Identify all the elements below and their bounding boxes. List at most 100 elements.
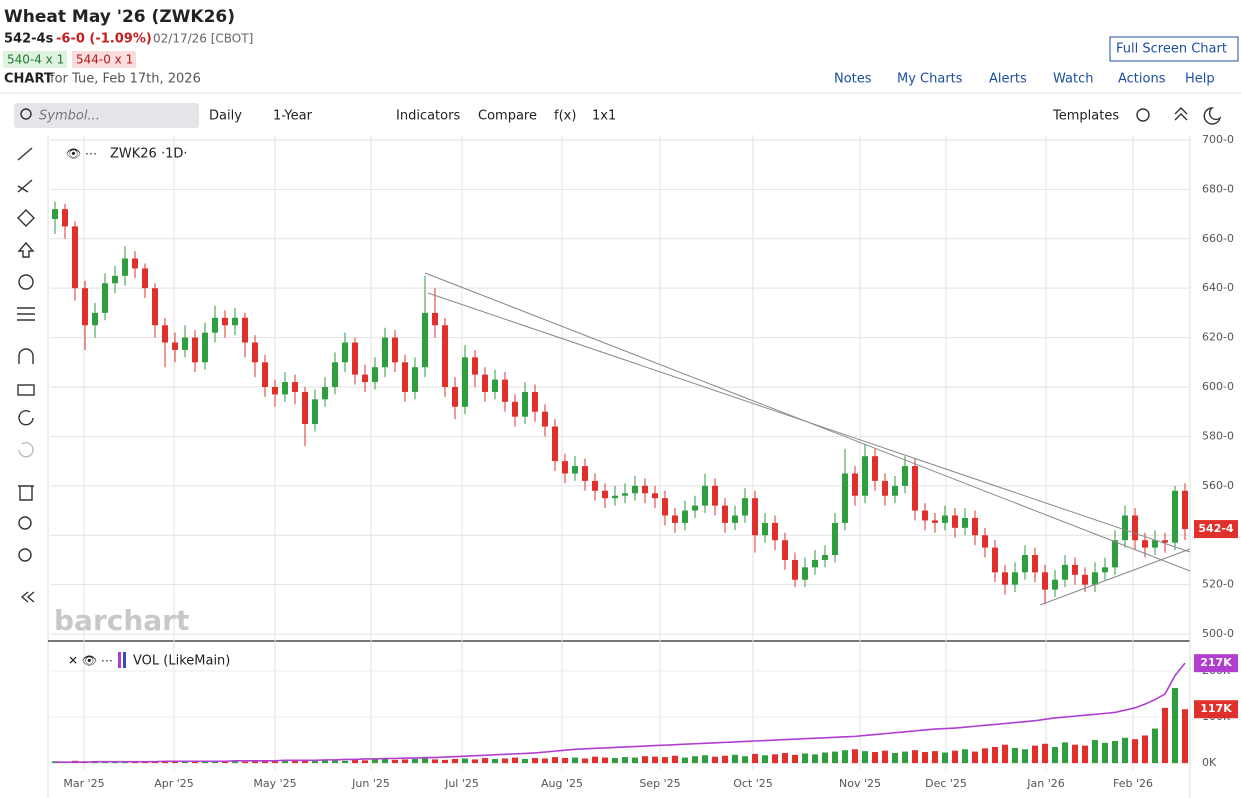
full-screen-button[interactable]	[1109, 36, 1239, 62]
nav-link[interactable]: Notes	[834, 72, 872, 87]
tool-arrow[interactable]	[17, 241, 35, 258]
volume-bar	[502, 758, 508, 764]
volume-bar	[1032, 745, 1038, 764]
full-screen-text[interactable]: Full Screen Chart	[1116, 42, 1227, 57]
nav-link[interactable]: Help	[1185, 72, 1215, 87]
candle-body	[982, 535, 988, 548]
tool-undo[interactable]	[18, 410, 34, 426]
volume-bar	[1002, 744, 1008, 764]
volume-bar	[542, 758, 548, 764]
toolbar-item[interactable]: Compare	[478, 109, 537, 124]
volume-bar	[792, 754, 798, 764]
candle-body	[222, 317, 228, 326]
volume-bar	[422, 757, 428, 764]
symbol-placeholder[interactable]: Symbol...	[39, 109, 100, 124]
volume-bar	[902, 751, 908, 764]
candle-body	[1142, 540, 1148, 548]
volume-bar	[532, 758, 538, 764]
candle-body	[492, 379, 498, 392]
candle-body	[192, 337, 198, 363]
volume-bar	[892, 752, 898, 764]
tool-collapse[interactable]	[20, 591, 35, 603]
volume-bar	[442, 759, 448, 764]
y-tick-label: 520-0	[1202, 578, 1234, 591]
volume-bar	[172, 761, 178, 764]
candle-body	[892, 485, 898, 496]
tool-delete[interactable]	[18, 485, 34, 501]
volume-bar	[932, 751, 938, 764]
tool-zoom-out[interactable]	[18, 548, 32, 562]
vol-legend-swatch	[123, 652, 126, 668]
volume-bar	[392, 759, 398, 764]
tool-note[interactable]	[18, 274, 34, 290]
volume-bar	[192, 761, 198, 764]
tool-zoom-in[interactable]	[18, 516, 32, 530]
volume-bar	[332, 760, 338, 764]
symbol-search[interactable]	[14, 103, 199, 128]
toolbar-item[interactable]: 1x1	[592, 109, 616, 124]
volume-bar	[512, 757, 518, 764]
candle-body	[182, 337, 188, 350]
nav-link[interactable]: Watch	[1053, 72, 1093, 87]
legend-icons[interactable]: 👁 ⋯	[66, 147, 97, 161]
volume-bar	[862, 751, 868, 764]
candle-body	[122, 258, 128, 276]
candle-body	[362, 374, 368, 383]
tool-fib[interactable]	[17, 179, 33, 193]
templates[interactable]: Templates	[1052, 109, 1119, 124]
tool-lock[interactable]	[17, 384, 35, 396]
volume-bar	[1082, 745, 1088, 764]
candle-body	[602, 490, 608, 499]
candle-body	[682, 510, 688, 523]
candle-body	[82, 288, 88, 326]
volume-bar	[622, 757, 628, 764]
tool-shape[interactable]	[17, 209, 35, 227]
toolbar-item[interactable]: f(x)	[554, 109, 576, 124]
volume-bar	[282, 760, 288, 764]
volume-bar	[1072, 744, 1078, 764]
settings-icon[interactable]	[1136, 108, 1150, 122]
legend-icons[interactable]: ✕ 👁 ⋯	[68, 654, 113, 668]
toolbar-item[interactable]: Daily	[209, 109, 242, 124]
volume-bar	[472, 759, 478, 764]
volume-bar	[252, 760, 258, 764]
volume-bar	[1172, 688, 1178, 764]
nav-link[interactable]: My Charts	[897, 72, 963, 87]
candle-body	[552, 426, 558, 462]
nav-link[interactable]: Actions	[1118, 72, 1166, 87]
candle-body	[72, 226, 78, 289]
volume-bar	[712, 756, 718, 764]
collapse-icon[interactable]	[1174, 107, 1188, 121]
volume-bar	[602, 757, 608, 764]
toolbar-item[interactable]: 1-Year	[273, 109, 313, 124]
candle-body	[822, 555, 828, 560]
tool-line[interactable]	[17, 147, 33, 161]
candle-body	[842, 473, 848, 523]
volume-bar	[732, 754, 738, 764]
volume-bar	[202, 761, 208, 764]
tool-measure[interactable]	[17, 307, 35, 321]
tool-redo[interactable]	[18, 442, 34, 458]
volume-bar	[552, 757, 558, 764]
theme-icon[interactable]	[1203, 107, 1222, 125]
candle-body	[862, 456, 868, 496]
nav-link[interactable]: Alerts	[989, 72, 1027, 87]
last-volume-tag-label: 117K	[1200, 702, 1232, 715]
volume-bar	[612, 758, 618, 764]
candle-body	[922, 510, 928, 521]
volume-bar	[942, 752, 948, 764]
last-line-tag-label: 217K	[1200, 656, 1232, 669]
y-tick-label: 680-0	[1202, 182, 1234, 195]
candle-body	[1162, 540, 1168, 543]
candle-body	[372, 367, 378, 383]
y-tick-label: 640-0	[1202, 281, 1234, 294]
volume-bar	[1122, 737, 1128, 764]
candle-body	[722, 505, 728, 523]
candle-body	[1112, 540, 1118, 568]
volume-bar	[652, 756, 658, 764]
tool-magnet[interactable]	[18, 348, 34, 364]
candle-body	[232, 317, 238, 326]
toolbar-item[interactable]: Indicators	[396, 109, 460, 124]
candle-body	[652, 493, 658, 499]
